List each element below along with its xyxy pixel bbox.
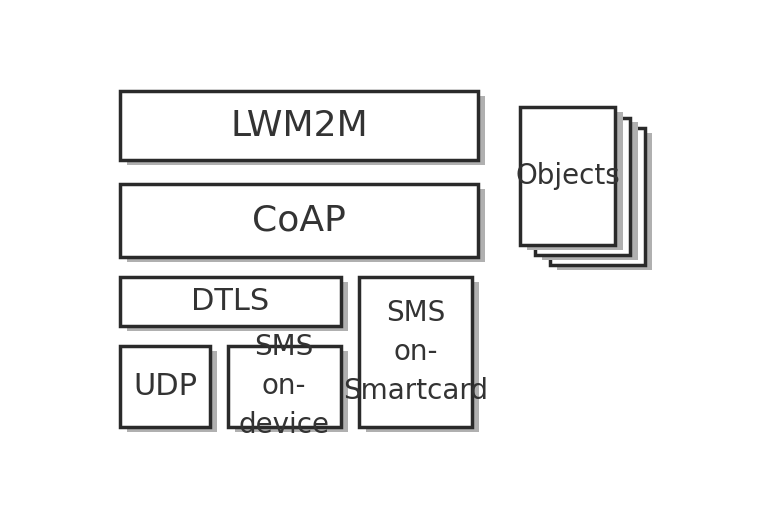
Bar	[557, 132, 652, 270]
Bar	[520, 108, 615, 245]
Bar	[527, 112, 623, 250]
Text: CoAP: CoAP	[253, 204, 346, 238]
Bar	[127, 189, 485, 262]
Bar	[550, 128, 645, 265]
Text: SMS
on-
Smartcard: SMS on- Smartcard	[343, 299, 488, 405]
Bar	[120, 277, 341, 326]
Bar	[535, 118, 631, 255]
Text: LWM2M: LWM2M	[230, 109, 368, 143]
Text: SMS
on-
device: SMS on- device	[239, 333, 330, 439]
Bar	[127, 96, 485, 165]
Bar	[359, 277, 472, 427]
Bar	[235, 351, 348, 432]
Bar	[127, 351, 217, 432]
Bar	[542, 122, 638, 260]
Bar	[366, 282, 480, 432]
Bar	[120, 91, 478, 160]
Text: Objects: Objects	[515, 162, 620, 190]
Bar	[228, 346, 341, 427]
Text: UDP: UDP	[133, 372, 197, 401]
Bar	[127, 282, 348, 331]
Text: DTLS: DTLS	[192, 287, 270, 316]
Bar	[120, 184, 478, 257]
Bar	[120, 346, 209, 427]
